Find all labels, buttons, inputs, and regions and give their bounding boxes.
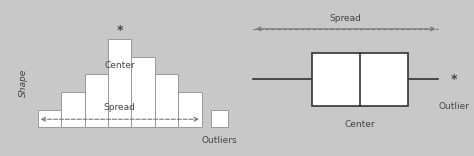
Text: Spread: Spread <box>104 103 136 112</box>
Text: *: * <box>450 73 457 86</box>
Bar <box>312 53 408 106</box>
Text: Outliers: Outliers <box>201 136 237 145</box>
Bar <box>211 110 228 127</box>
Bar <box>178 92 202 127</box>
Text: Spread: Spread <box>330 14 362 23</box>
Bar <box>38 110 61 127</box>
Text: *: * <box>117 24 123 37</box>
Text: Shape: Shape <box>19 69 28 97</box>
Bar <box>108 39 131 127</box>
Text: Outlier: Outlier <box>438 102 469 111</box>
Bar <box>131 57 155 127</box>
Text: Center: Center <box>104 61 135 70</box>
Bar <box>61 92 84 127</box>
Bar <box>84 75 108 127</box>
Text: Center: Center <box>345 120 375 129</box>
Bar <box>155 75 178 127</box>
